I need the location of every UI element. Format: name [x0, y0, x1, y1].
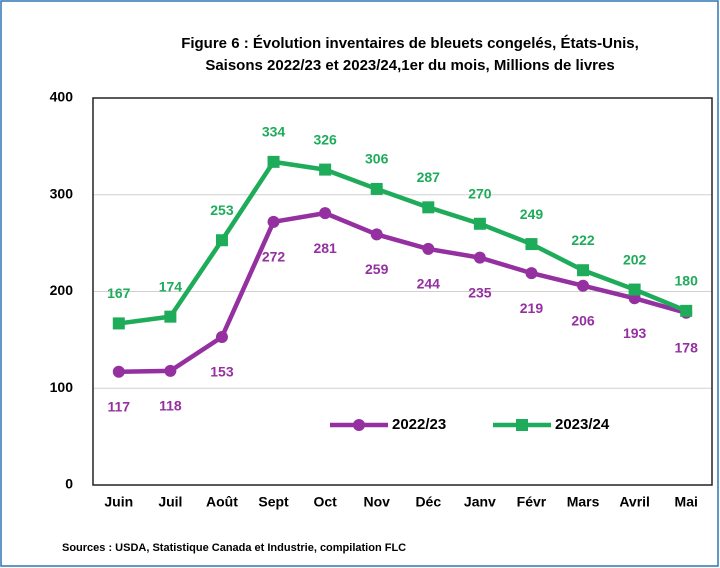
legend-label: 2022/23 — [392, 416, 446, 433]
x-tick-label: Nov — [363, 494, 390, 510]
x-tick-label: Janv — [464, 494, 496, 510]
marker — [353, 419, 365, 431]
data-label: 253 — [210, 202, 234, 218]
data-label: 244 — [417, 276, 441, 292]
x-tick-label: Mars — [567, 494, 600, 510]
data-label: 281 — [313, 240, 337, 256]
x-tick-label: Févr — [517, 494, 547, 510]
source-note: Sources : USDA, Statistique Canada et In… — [62, 542, 406, 554]
marker — [422, 201, 435, 214]
legend-label: 2023/24 — [555, 416, 610, 433]
chart-title: Saisons 2022/23 et 2023/24,1er du mois, … — [205, 57, 614, 74]
marker — [267, 155, 280, 168]
marker — [370, 182, 383, 195]
y-tick-label: 400 — [50, 89, 74, 105]
data-label: 219 — [520, 300, 544, 316]
marker — [267, 215, 280, 228]
x-tick-label: Juin — [104, 494, 133, 510]
y-tick-label: 300 — [50, 185, 74, 201]
data-label: 206 — [571, 312, 595, 328]
x-tick-label: Déc — [415, 494, 441, 510]
y-tick-label: 0 — [65, 476, 73, 492]
marker — [112, 365, 125, 378]
data-label: 272 — [262, 249, 286, 265]
y-tick-label: 200 — [50, 282, 74, 298]
marker — [680, 304, 693, 317]
marker — [473, 217, 486, 230]
marker — [370, 228, 383, 241]
data-label: 326 — [313, 131, 337, 147]
data-label: 334 — [262, 124, 286, 140]
data-label: 167 — [107, 285, 131, 301]
data-label: 178 — [675, 339, 699, 355]
x-tick-label: Août — [206, 494, 238, 510]
marker — [577, 264, 590, 277]
marker — [577, 279, 590, 292]
data-label: 153 — [210, 364, 234, 380]
data-label: 222 — [571, 232, 595, 248]
x-tick-label: Mai — [675, 494, 698, 510]
x-tick-label: Oct — [313, 494, 337, 510]
marker — [473, 251, 486, 264]
x-tick-label: Juil — [158, 494, 182, 510]
marker — [112, 317, 125, 330]
data-label: 306 — [365, 151, 389, 167]
marker — [422, 242, 435, 255]
series-line — [118, 159, 688, 326]
marker — [319, 163, 332, 176]
marker — [215, 234, 228, 247]
data-label: 174 — [159, 278, 183, 294]
series-line — [118, 210, 687, 375]
marker — [516, 419, 528, 431]
plot-area — [92, 97, 713, 486]
data-label: 118 — [159, 398, 182, 414]
marker — [319, 207, 332, 220]
data-label: 117 — [107, 399, 130, 415]
x-tick-label: Avril — [619, 494, 650, 510]
data-label: 193 — [623, 325, 647, 341]
chart-title: Figure 6 : Évolution inventaires de bleu… — [181, 35, 639, 52]
marker — [525, 267, 538, 280]
data-label: 180 — [675, 273, 699, 289]
data-label: 249 — [520, 206, 544, 222]
marker — [164, 364, 177, 377]
marker — [628, 283, 641, 296]
data-label: 202 — [623, 251, 647, 267]
data-label: 235 — [468, 284, 492, 300]
marker — [525, 238, 538, 251]
data-label: 287 — [417, 169, 441, 185]
marker — [164, 310, 177, 323]
marker — [215, 330, 228, 343]
data-label: 270 — [468, 185, 492, 201]
x-tick-label: Sept — [258, 494, 289, 510]
y-tick-label: 100 — [50, 379, 74, 395]
data-label: 259 — [365, 261, 389, 277]
